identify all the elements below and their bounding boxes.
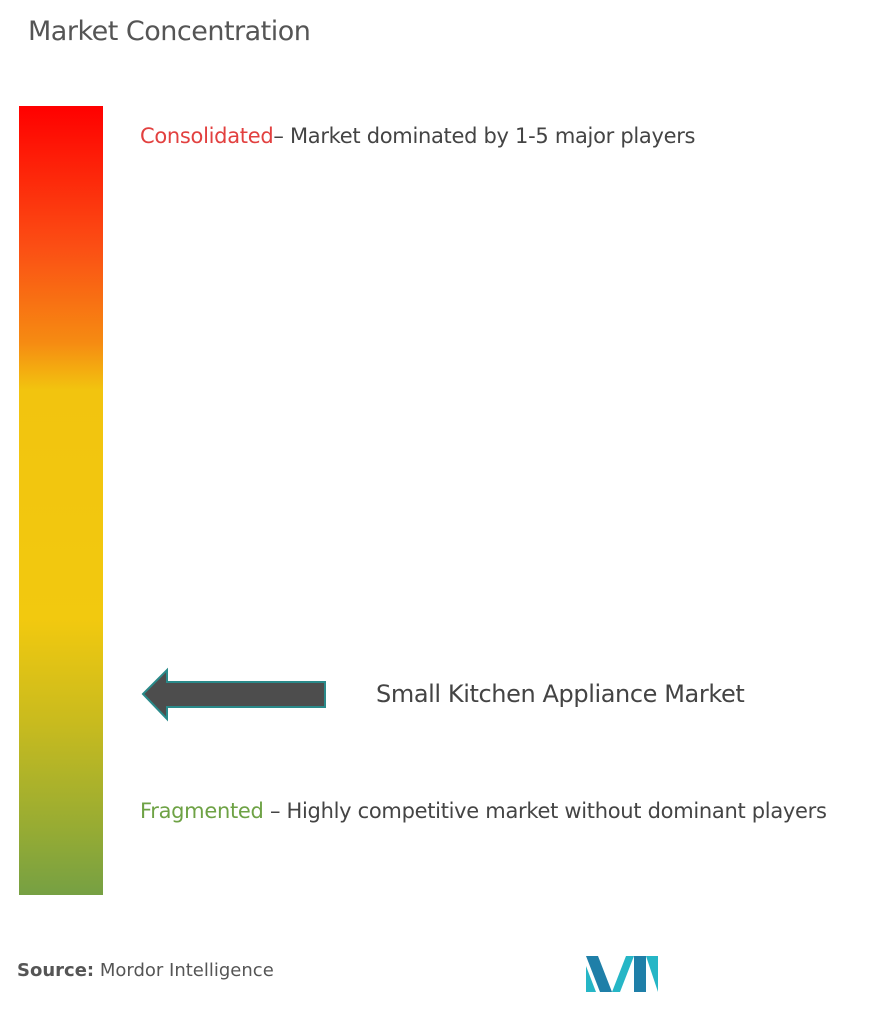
arrow-shape xyxy=(141,667,326,722)
logo-part xyxy=(634,956,646,992)
logo-part xyxy=(586,966,596,992)
source-label: Source: xyxy=(17,960,95,981)
source: Source: Mordor Intelligence xyxy=(17,960,274,981)
fragmented-line: Fragmented – Highly competitive market w… xyxy=(140,799,827,823)
logo-part xyxy=(612,956,634,992)
source-name: Mordor Intelligence xyxy=(99,960,274,981)
consolidated-label: Consolidated xyxy=(140,124,274,148)
market-label: Small Kitchen Appliance Market xyxy=(376,680,745,708)
logo-part xyxy=(646,956,658,992)
consolidated-description: – Market dominated by 1-5 major players xyxy=(273,124,696,148)
logo xyxy=(586,956,658,992)
consolidated-line: Consolidated– Market dominated by 1-5 ma… xyxy=(140,124,696,148)
logo-part xyxy=(586,956,612,992)
concentration-gradient xyxy=(19,106,103,895)
fragmented-description: – Highly competitive market without domi… xyxy=(269,799,827,823)
marker-arrow xyxy=(141,667,326,722)
page-title: Market Concentration xyxy=(28,16,311,47)
fragmented-label: Fragmented xyxy=(140,799,264,823)
